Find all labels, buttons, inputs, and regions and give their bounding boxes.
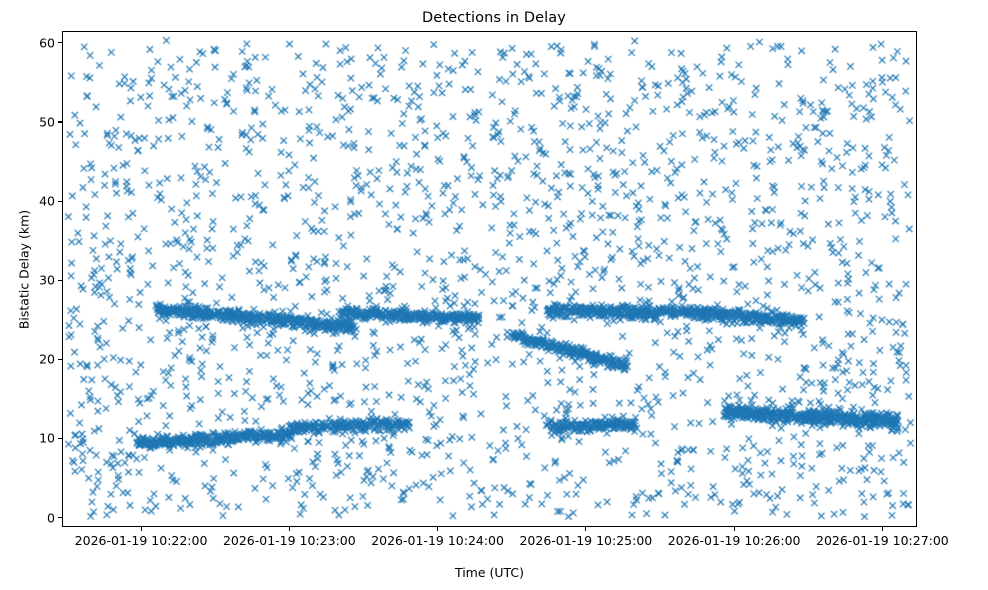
x-tick-mark <box>437 527 439 531</box>
chart-title: Detections in Delay <box>422 10 566 26</box>
x-tick-label: 2026-01-19 10:22:00 <box>74 533 208 548</box>
x-tick-mark <box>881 527 883 531</box>
x-axis-label: Time (UTC) <box>454 565 525 580</box>
x-tick-mark <box>585 527 587 531</box>
x-tick-mark <box>288 527 290 531</box>
x-tick-label: 2026-01-19 10:27:00 <box>816 533 949 548</box>
x-tick-mark <box>140 527 142 531</box>
scatter-plot-canvas <box>63 32 916 526</box>
x-tick-label: 2026-01-19 10:24:00 <box>371 533 504 548</box>
x-tick-label: 2026-01-19 10:26:00 <box>667 533 801 548</box>
x-tick-label: 2026-01-19 10:23:00 <box>222 533 356 548</box>
plot-axes-area <box>62 31 917 527</box>
y-axis-label: Bistatic Delay (km) <box>16 209 32 330</box>
x-tick-label: 2026-01-19 10:25:00 <box>519 533 653 548</box>
x-tick-mark <box>733 527 735 531</box>
